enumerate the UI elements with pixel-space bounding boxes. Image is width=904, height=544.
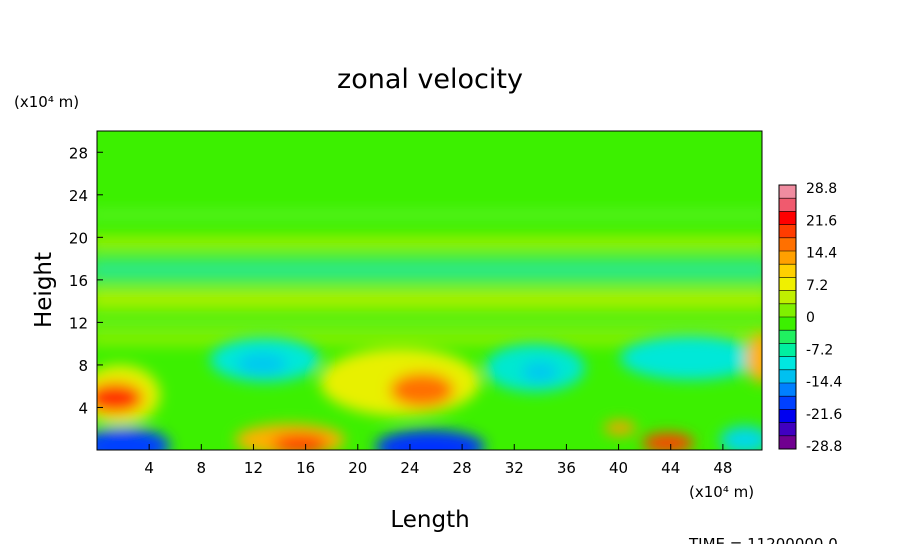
- x-tick-label: 44: [661, 459, 680, 477]
- colorbar-label: -14.4: [806, 375, 842, 391]
- colorbar-label: 28.8: [806, 181, 837, 197]
- blob-red-left: [97, 383, 143, 413]
- x-tick-label: 40: [609, 459, 628, 477]
- colorbar-swatch: [779, 343, 796, 358]
- plot-frame: [96, 130, 763, 451]
- colorbar-swatch: [779, 317, 796, 331]
- band-12km: [97, 318, 762, 328]
- x-tick-label: 8: [197, 459, 207, 477]
- blob-blue-bottom-26: [375, 430, 485, 450]
- blob-yellow-right-edge: [746, 333, 762, 383]
- blob-cyan-right: [620, 336, 760, 380]
- colorbar-swatch: [779, 264, 796, 278]
- colorbar-swatch: [779, 224, 796, 239]
- y-unit-label: (x10⁴ m): [14, 93, 79, 111]
- blob-blue-bottom-left: [97, 428, 170, 450]
- colorbar-swatch: [779, 185, 796, 199]
- colorbar-swatch: [779, 211, 796, 226]
- plot-area: [97, 131, 762, 450]
- blob-red-bottom-16: [272, 435, 328, 450]
- blob-cyan-bottom-right: [720, 426, 762, 450]
- colorbar-swatch: [779, 435, 796, 450]
- colorbar-label: -21.6: [806, 407, 842, 423]
- colorbar-swatch: [779, 369, 796, 384]
- colorbar-swatch: [779, 277, 796, 292]
- y-axis: 4 8 12 16 20 24 28: [69, 144, 103, 417]
- blob-cyan-mid-core: [522, 362, 558, 382]
- band-14km-positive: [97, 288, 762, 310]
- x-tick-label: 24: [400, 459, 419, 477]
- colorbar-swatch: [779, 198, 796, 212]
- y-tick-label: 8: [78, 357, 88, 375]
- colorbar-label: 7.2: [806, 278, 828, 294]
- band-22km: [97, 211, 762, 219]
- y-tick-label: 28: [69, 144, 88, 162]
- x-tick-label: 12: [244, 459, 263, 477]
- time-footer: TIME = 11200000.0: [688, 535, 838, 544]
- blob-orange-40: [604, 421, 636, 435]
- band-17km-negative: [97, 258, 762, 282]
- colorbar-swatch: [779, 237, 796, 252]
- x-tick-label: 4: [144, 459, 154, 477]
- y-tick-label: 16: [69, 272, 88, 290]
- colorbar-swatch: [779, 422, 796, 437]
- chart-title: zonal velocity: [337, 64, 523, 95]
- colorbar-swatch: [779, 383, 796, 397]
- band-19km: [97, 236, 762, 250]
- colorbar-label: 0: [806, 310, 815, 326]
- colorbar-label: -28.8: [806, 439, 842, 455]
- colorbar-swatch: [779, 251, 796, 265]
- y-tick-label: 12: [69, 314, 88, 332]
- y-tick-label: 20: [69, 229, 88, 247]
- colorbar-swatch: [779, 396, 796, 410]
- colorbar-swatch: [779, 409, 796, 424]
- colorbar-swatch: [779, 303, 796, 318]
- x-tick-label: 20: [348, 459, 367, 477]
- blob-red-bottom-44: [642, 433, 694, 450]
- colorbar-label: 21.6: [806, 213, 837, 229]
- x-unit-label: (x10⁴ m): [689, 483, 754, 501]
- colorbar-frame: [778, 184, 797, 450]
- colorbar-swatch: [779, 290, 796, 305]
- blob-orange-mid: [390, 373, 454, 407]
- colorbar-label: -7.2: [806, 342, 833, 358]
- x-tick-label: 36: [557, 459, 576, 477]
- x-axis-label: Length: [390, 507, 469, 533]
- x-axis: 4 8 12 16 20 24 28 32 36 40 44 48: [144, 444, 732, 477]
- colorbar-swatch: [779, 330, 796, 344]
- x-tick-label: 48: [713, 459, 732, 477]
- y-tick-label: 24: [69, 187, 88, 205]
- x-tick-label: 16: [296, 459, 315, 477]
- colorbar-swatch: [779, 356, 796, 371]
- contour-blobs: [97, 333, 762, 450]
- x-tick-label: 32: [505, 459, 524, 477]
- colorbar-label: 14.4: [806, 246, 837, 262]
- y-axis-label: Height: [31, 252, 57, 328]
- x-tick-label: 28: [453, 459, 472, 477]
- blob-cyan-left-core: [237, 353, 287, 375]
- colorbar: 28.8 21.6 14.4 7.2 0 -7.2 -14.4 -21.6 -28.8: [778, 181, 842, 455]
- y-tick-label: 4: [78, 399, 88, 417]
